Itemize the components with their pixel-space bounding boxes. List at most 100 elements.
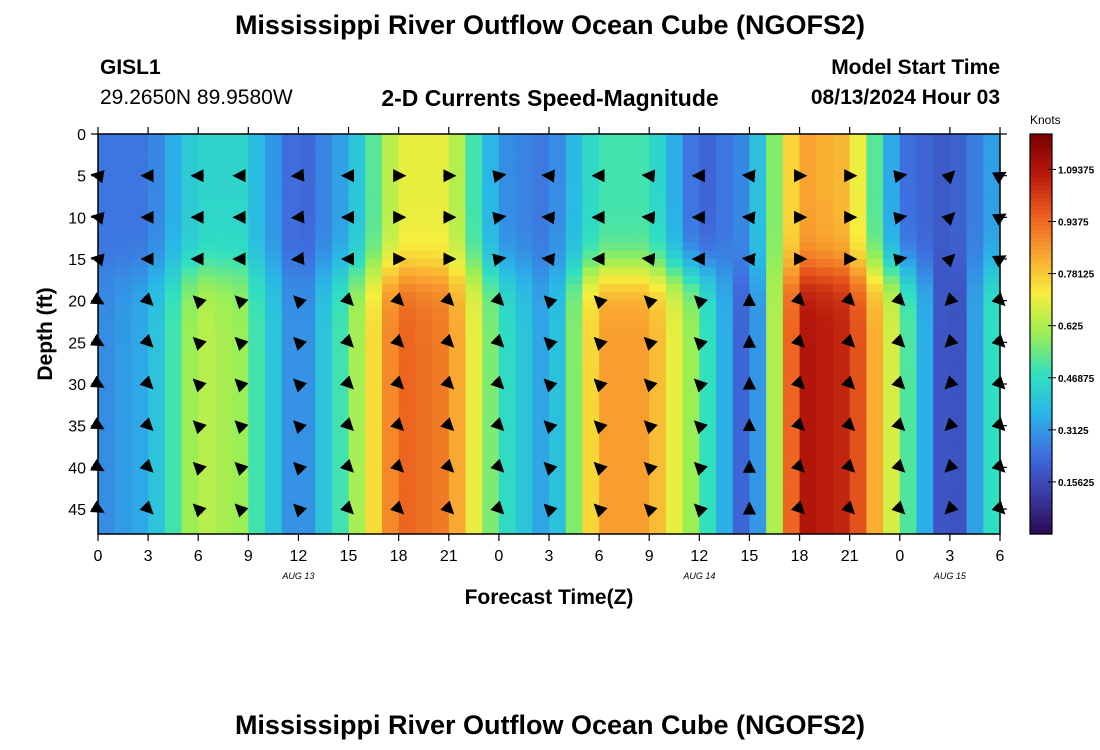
heat-cell <box>315 134 333 143</box>
heat-cell <box>582 342 600 352</box>
heat-cell <box>198 259 216 268</box>
heat-cell <box>415 400 433 410</box>
heat-cell <box>582 192 600 202</box>
heat-cell <box>532 142 550 152</box>
heat-cell <box>899 434 918 443</box>
heat-cell <box>832 267 851 277</box>
heat-cell <box>482 259 500 268</box>
heat-cell <box>782 150 801 160</box>
heat-cell <box>365 525 383 534</box>
heat-cell <box>899 409 918 418</box>
heat-cell <box>665 200 684 210</box>
heat-cell <box>716 459 734 468</box>
heat-cell <box>465 450 483 460</box>
heat-cell <box>415 300 433 310</box>
heat-cell <box>315 400 333 410</box>
heat-cell <box>515 492 533 502</box>
colorbar-cell <box>1030 322 1052 327</box>
heat-cell <box>365 325 383 335</box>
heat-cell <box>682 359 700 368</box>
heat-cell <box>665 134 684 143</box>
heat-cell <box>298 292 316 302</box>
heat-cell <box>599 384 617 393</box>
heat-cell <box>532 467 550 477</box>
heat-cell <box>916 417 934 427</box>
heat-cell <box>615 384 634 393</box>
colorbar-cell <box>1030 454 1052 459</box>
heat-cell <box>114 509 132 518</box>
heat-cell <box>732 250 751 260</box>
heat-cell <box>164 375 183 385</box>
heat-cell <box>148 334 166 343</box>
heat-cell <box>649 259 667 268</box>
heat-cell <box>816 234 834 243</box>
heat-cell <box>565 209 583 218</box>
station-coordinates: 29.2650N 89.9580W <box>100 86 293 109</box>
heat-cell <box>298 384 316 393</box>
heat-cell <box>482 409 500 418</box>
current-arrow <box>490 417 505 432</box>
heat-cell <box>131 200 149 210</box>
heat-cell <box>214 259 233 268</box>
heat-cell <box>565 467 583 477</box>
heat-cell <box>799 409 817 418</box>
heat-cell <box>883 300 901 310</box>
heat-cell <box>465 350 483 360</box>
heat-cell <box>482 217 500 227</box>
heat-cell <box>916 359 934 368</box>
colorbar-cell <box>1030 302 1052 307</box>
heat-cell <box>916 175 934 185</box>
heat-cell <box>515 142 533 152</box>
heat-cell <box>348 450 366 460</box>
heat-cell <box>816 292 834 302</box>
heat-cell <box>782 384 801 393</box>
heat-cell <box>749 267 767 277</box>
heat-cell <box>532 200 550 210</box>
heat-cell <box>515 250 533 260</box>
heat-cell <box>315 300 333 310</box>
heat-cell <box>849 417 867 427</box>
heat-cell <box>532 509 550 518</box>
heat-cell <box>983 234 1000 243</box>
heat-cell <box>498 400 517 410</box>
current-arrow <box>390 458 405 473</box>
heat-cell <box>281 425 300 435</box>
heat-cell <box>131 284 149 293</box>
heat-cell <box>966 225 984 235</box>
heat-cell <box>532 225 550 235</box>
heat-cell <box>248 175 266 185</box>
x-tick-label: 0 <box>895 548 904 565</box>
heat-cell <box>732 509 751 518</box>
heat-cell <box>515 175 533 185</box>
heat-cell <box>148 375 166 385</box>
heat-cell <box>899 450 918 460</box>
heat-cell <box>766 475 784 485</box>
heat-cell <box>732 209 751 218</box>
heat-cell <box>582 150 600 160</box>
heat-cell <box>782 275 801 285</box>
heat-cell <box>248 467 266 477</box>
heat-cell <box>381 234 400 243</box>
heat-cell <box>131 517 149 527</box>
heat-cell <box>615 417 634 427</box>
heat-cell <box>699 450 717 460</box>
heat-cell <box>315 475 333 485</box>
heat-cell <box>782 425 801 435</box>
heat-cell <box>682 267 700 277</box>
heat-cell <box>365 134 383 143</box>
heat-cell <box>331 159 350 168</box>
x-tick-label: 3 <box>945 548 954 565</box>
heat-cell <box>181 467 199 477</box>
heat-cell <box>766 250 784 260</box>
heat-cell <box>799 184 817 193</box>
heat-cell <box>198 184 216 193</box>
heat-cell <box>465 400 483 410</box>
heat-cell <box>315 425 333 435</box>
heat-cell <box>799 475 817 485</box>
heat-cell <box>148 159 166 168</box>
heat-cell <box>432 300 450 310</box>
heat-cell <box>415 459 433 468</box>
heat-cell <box>532 417 550 427</box>
heat-cell <box>949 459 968 468</box>
heat-cell <box>114 342 132 352</box>
